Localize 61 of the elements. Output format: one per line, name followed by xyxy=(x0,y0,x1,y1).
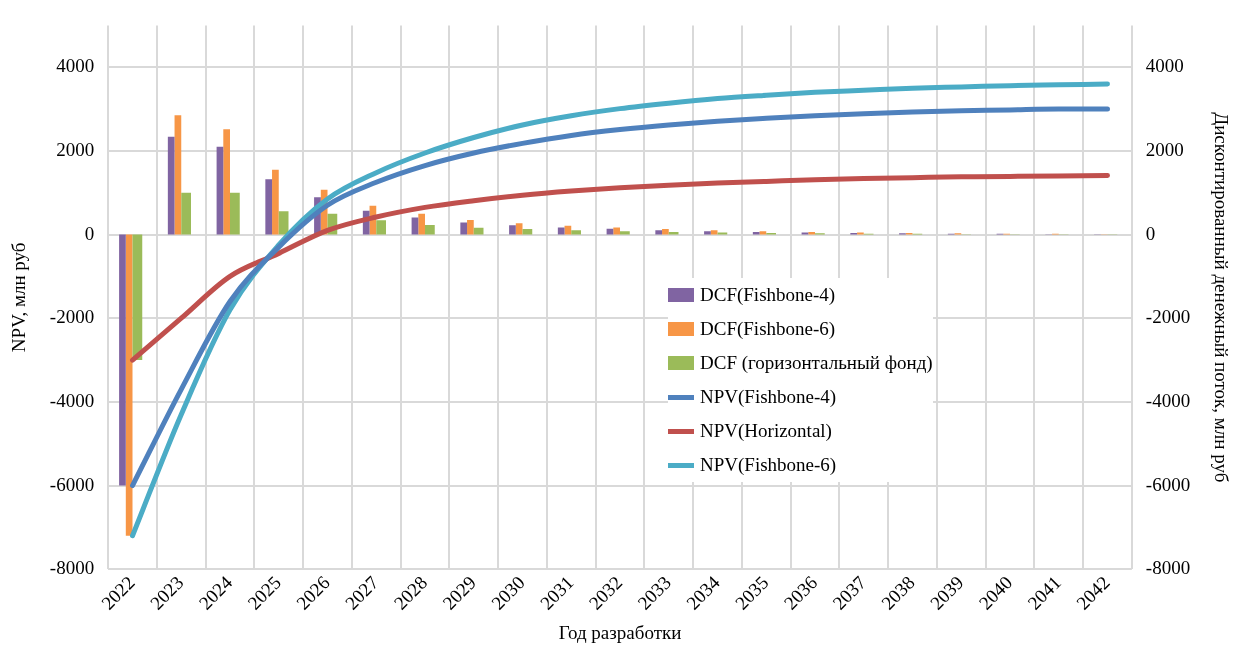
bar xyxy=(571,230,581,235)
bar xyxy=(460,222,468,235)
bar xyxy=(272,169,279,235)
y-tick-label: -2000 xyxy=(49,306,95,328)
bar xyxy=(223,129,230,235)
y-axis-title: NPV, млн руб xyxy=(8,242,30,353)
y2-tick-label: 2000 xyxy=(1145,138,1184,160)
bar xyxy=(167,136,175,235)
bar xyxy=(655,230,663,235)
bar xyxy=(752,232,760,235)
bar xyxy=(613,227,620,235)
bar xyxy=(668,232,679,235)
bar xyxy=(230,192,240,235)
legend-label: DCF(Fishbone-4) xyxy=(700,283,836,307)
bar xyxy=(564,225,572,235)
legend-label: NPV(Fishbone-6) xyxy=(700,453,837,477)
bar xyxy=(174,115,182,235)
bar xyxy=(119,234,126,486)
y2-tick-label: -4000 xyxy=(1145,389,1191,411)
y-tick-label: 4000 xyxy=(56,55,95,77)
bar xyxy=(411,217,419,235)
bar xyxy=(418,213,425,235)
bar xyxy=(857,232,864,235)
bar xyxy=(425,224,435,235)
bar xyxy=(515,223,523,235)
y2-tick-label: -8000 xyxy=(1145,557,1191,579)
bar xyxy=(717,232,728,235)
bar xyxy=(278,211,289,235)
bar xyxy=(801,232,809,235)
legend-label: NPV(Horizontal) xyxy=(700,419,832,443)
y2-tick-label: 4000 xyxy=(1145,55,1184,77)
bar xyxy=(704,231,711,235)
y2-axis-title: Дисконтированный денежный поток, млн руб xyxy=(1210,112,1232,483)
bar xyxy=(473,227,484,235)
bar xyxy=(662,229,669,235)
bar xyxy=(710,230,718,235)
bar xyxy=(808,232,815,235)
y-tick-label: -4000 xyxy=(49,389,95,411)
y-tick-label: 2000 xyxy=(56,138,95,160)
bar xyxy=(522,229,533,235)
y-tick-label: 0 xyxy=(84,222,95,244)
bar xyxy=(376,220,386,235)
bar xyxy=(125,234,133,536)
y2-tick-label: -6000 xyxy=(1145,473,1191,495)
y-tick-label: -6000 xyxy=(49,473,95,495)
legend-label: DCF(Fishbone-6) xyxy=(700,317,836,341)
bar xyxy=(509,225,516,235)
bar xyxy=(265,179,273,235)
bar xyxy=(759,231,767,235)
bar xyxy=(620,231,630,235)
legend-label: NPV(Fishbone-4) xyxy=(700,385,837,409)
y2-tick-label: 0 xyxy=(1145,222,1156,244)
bar xyxy=(606,228,614,235)
legend-label: DCF (горизонтальный фонд) xyxy=(700,351,933,375)
bar xyxy=(467,219,474,235)
bar xyxy=(216,146,224,235)
bar xyxy=(181,192,191,235)
y2-tick-label: -2000 xyxy=(1145,306,1191,328)
bar xyxy=(557,227,565,235)
x-axis-title: Год разработки xyxy=(558,621,682,643)
y-tick-label: -8000 xyxy=(49,557,95,579)
